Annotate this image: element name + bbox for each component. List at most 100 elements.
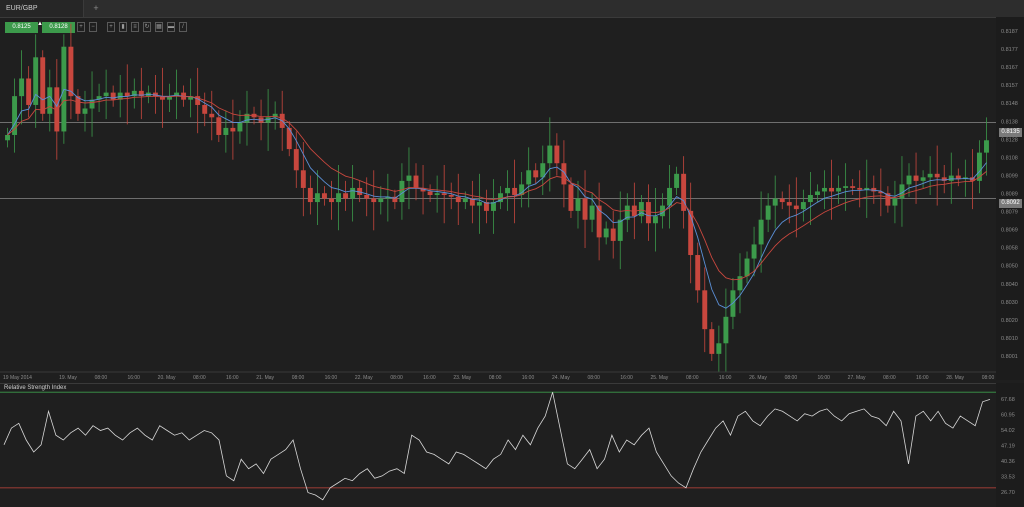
rsi-axis-panel bbox=[996, 383, 1024, 507]
zoom-in-icon[interactable]: + bbox=[77, 22, 85, 32]
bid-price-box[interactable]: 0.8125 bbox=[5, 22, 38, 33]
candle-body bbox=[286, 127, 292, 150]
price-tick-label: 0.8010 bbox=[1001, 336, 1018, 342]
candle-body bbox=[476, 202, 482, 206]
chart-type-icon[interactable]: ▬ bbox=[167, 22, 175, 32]
price-tick-label: 0.8148 bbox=[1001, 101, 1018, 107]
price-tick-label: 0.8167 bbox=[1001, 65, 1018, 71]
rsi-tick-label: 54.02 bbox=[1001, 428, 1015, 434]
candle-body bbox=[589, 205, 595, 220]
candle-body bbox=[131, 90, 137, 97]
crosshair-icon[interactable]: + bbox=[107, 22, 115, 32]
time-tick-label: 24. May bbox=[552, 375, 570, 380]
time-tick-label: 16:00 bbox=[226, 375, 239, 380]
rsi-tick-label: 26.70 bbox=[1001, 490, 1015, 496]
candle-body bbox=[878, 191, 884, 194]
time-tick-label: 08:00 bbox=[587, 375, 600, 380]
candle-body bbox=[751, 244, 757, 259]
ask-price-box[interactable]: 0.8128 bbox=[42, 22, 75, 33]
candle-body bbox=[709, 329, 715, 354]
time-tick-label: 08:00 bbox=[982, 375, 995, 380]
price-badge-upper: 0.8135 bbox=[999, 128, 1022, 137]
candle-body bbox=[681, 173, 687, 211]
time-tick-label: 08:00 bbox=[95, 375, 108, 380]
candle-body bbox=[124, 92, 130, 97]
candle-body bbox=[554, 145, 560, 164]
candle-body bbox=[652, 216, 658, 224]
time-tick-label: 08:00 bbox=[489, 375, 502, 380]
candle-body bbox=[533, 170, 539, 178]
candle-body bbox=[793, 205, 799, 210]
indicators-icon[interactable]: ≡ bbox=[131, 22, 139, 32]
time-tick-label: 16:00 bbox=[620, 375, 633, 380]
rsi-tick-label: 67.68 bbox=[1001, 397, 1015, 403]
time-tick-label: 20. May bbox=[158, 375, 176, 380]
price-tick-label: 0.8157 bbox=[1001, 83, 1018, 89]
candle-body bbox=[941, 177, 947, 181]
candle-body bbox=[526, 170, 532, 185]
price-tick-label: 0.8108 bbox=[1001, 155, 1018, 161]
candle-body bbox=[829, 187, 835, 192]
candle-body bbox=[702, 290, 708, 330]
tab-eurgbp[interactable]: EUR/GBP bbox=[0, 0, 84, 17]
candle-body bbox=[596, 205, 602, 238]
time-tick-label: 28. May bbox=[946, 375, 964, 380]
time-tick-label: 19. May bbox=[59, 375, 77, 380]
candle-body bbox=[582, 198, 588, 220]
candle-body bbox=[314, 193, 320, 203]
candle-body bbox=[167, 96, 172, 100]
refresh-icon[interactable]: ↻ bbox=[143, 22, 151, 32]
candle-body bbox=[674, 173, 680, 188]
candle-body bbox=[12, 96, 18, 135]
zoom-out-icon[interactable]: − bbox=[89, 22, 97, 32]
candle-body bbox=[19, 78, 25, 97]
price-tick-label: 0.8177 bbox=[1001, 47, 1018, 53]
price-tick-label: 0.8138 bbox=[1001, 119, 1018, 125]
candle-body bbox=[350, 187, 356, 199]
ask-price: 0.8128 bbox=[49, 24, 68, 30]
candle-body bbox=[519, 184, 525, 195]
candles-icon[interactable]: ▮ bbox=[119, 22, 127, 32]
candle-body bbox=[899, 184, 905, 199]
candle-body bbox=[737, 276, 743, 291]
candle-body bbox=[47, 87, 53, 114]
candle-body bbox=[927, 173, 933, 178]
candle-body bbox=[758, 219, 764, 245]
candle-body bbox=[779, 198, 785, 203]
candle-body bbox=[540, 163, 546, 178]
candle-body bbox=[624, 205, 630, 220]
price-chart[interactable]: 0.8187 0.8177 0.8167 0.8157 0.8148 0.8138 0.81… bbox=[0, 0, 1024, 380]
price-badge-lower: 0.8092 bbox=[999, 199, 1022, 208]
add-tab-button[interactable]: + bbox=[93, 3, 99, 13]
candle-body bbox=[976, 152, 982, 181]
candle-body bbox=[103, 92, 109, 97]
rsi-tick-label: 33.53 bbox=[1001, 475, 1015, 481]
candle-body bbox=[786, 202, 792, 206]
candle-body bbox=[300, 170, 306, 188]
candle-body bbox=[617, 219, 623, 241]
candle-body bbox=[364, 195, 370, 199]
candle-body bbox=[399, 180, 405, 203]
candle-body bbox=[603, 228, 609, 238]
rsi-line bbox=[3, 392, 991, 501]
candle-body bbox=[159, 96, 165, 100]
candle-body bbox=[68, 46, 74, 97]
rsi-chart[interactable]: 67.68 60.95 54.02 47.19 40.36 33.53 26.70 bbox=[0, 383, 1024, 507]
time-tick-label: 08:00 bbox=[785, 375, 798, 380]
tab-bar: EUR/GBP + bbox=[0, 0, 1024, 18]
candle-body bbox=[955, 175, 961, 180]
candle-body bbox=[441, 193, 447, 195]
candle-body bbox=[857, 187, 863, 190]
candle-body bbox=[455, 196, 461, 203]
candle-body bbox=[765, 205, 771, 220]
time-tick-label: 16:00 bbox=[423, 375, 436, 380]
draw-icon[interactable]: / bbox=[179, 22, 187, 32]
candle-body bbox=[343, 193, 349, 199]
template-icon[interactable]: ▦ bbox=[155, 22, 163, 32]
candle-body bbox=[307, 187, 313, 203]
time-tick-label: 08:00 bbox=[883, 375, 896, 380]
rsi-tick-label: 60.95 bbox=[1001, 413, 1015, 419]
candle-body bbox=[512, 187, 518, 195]
time-tick-label: 23. May bbox=[453, 375, 471, 380]
time-tick-label: 19 May 2014 bbox=[3, 375, 32, 380]
